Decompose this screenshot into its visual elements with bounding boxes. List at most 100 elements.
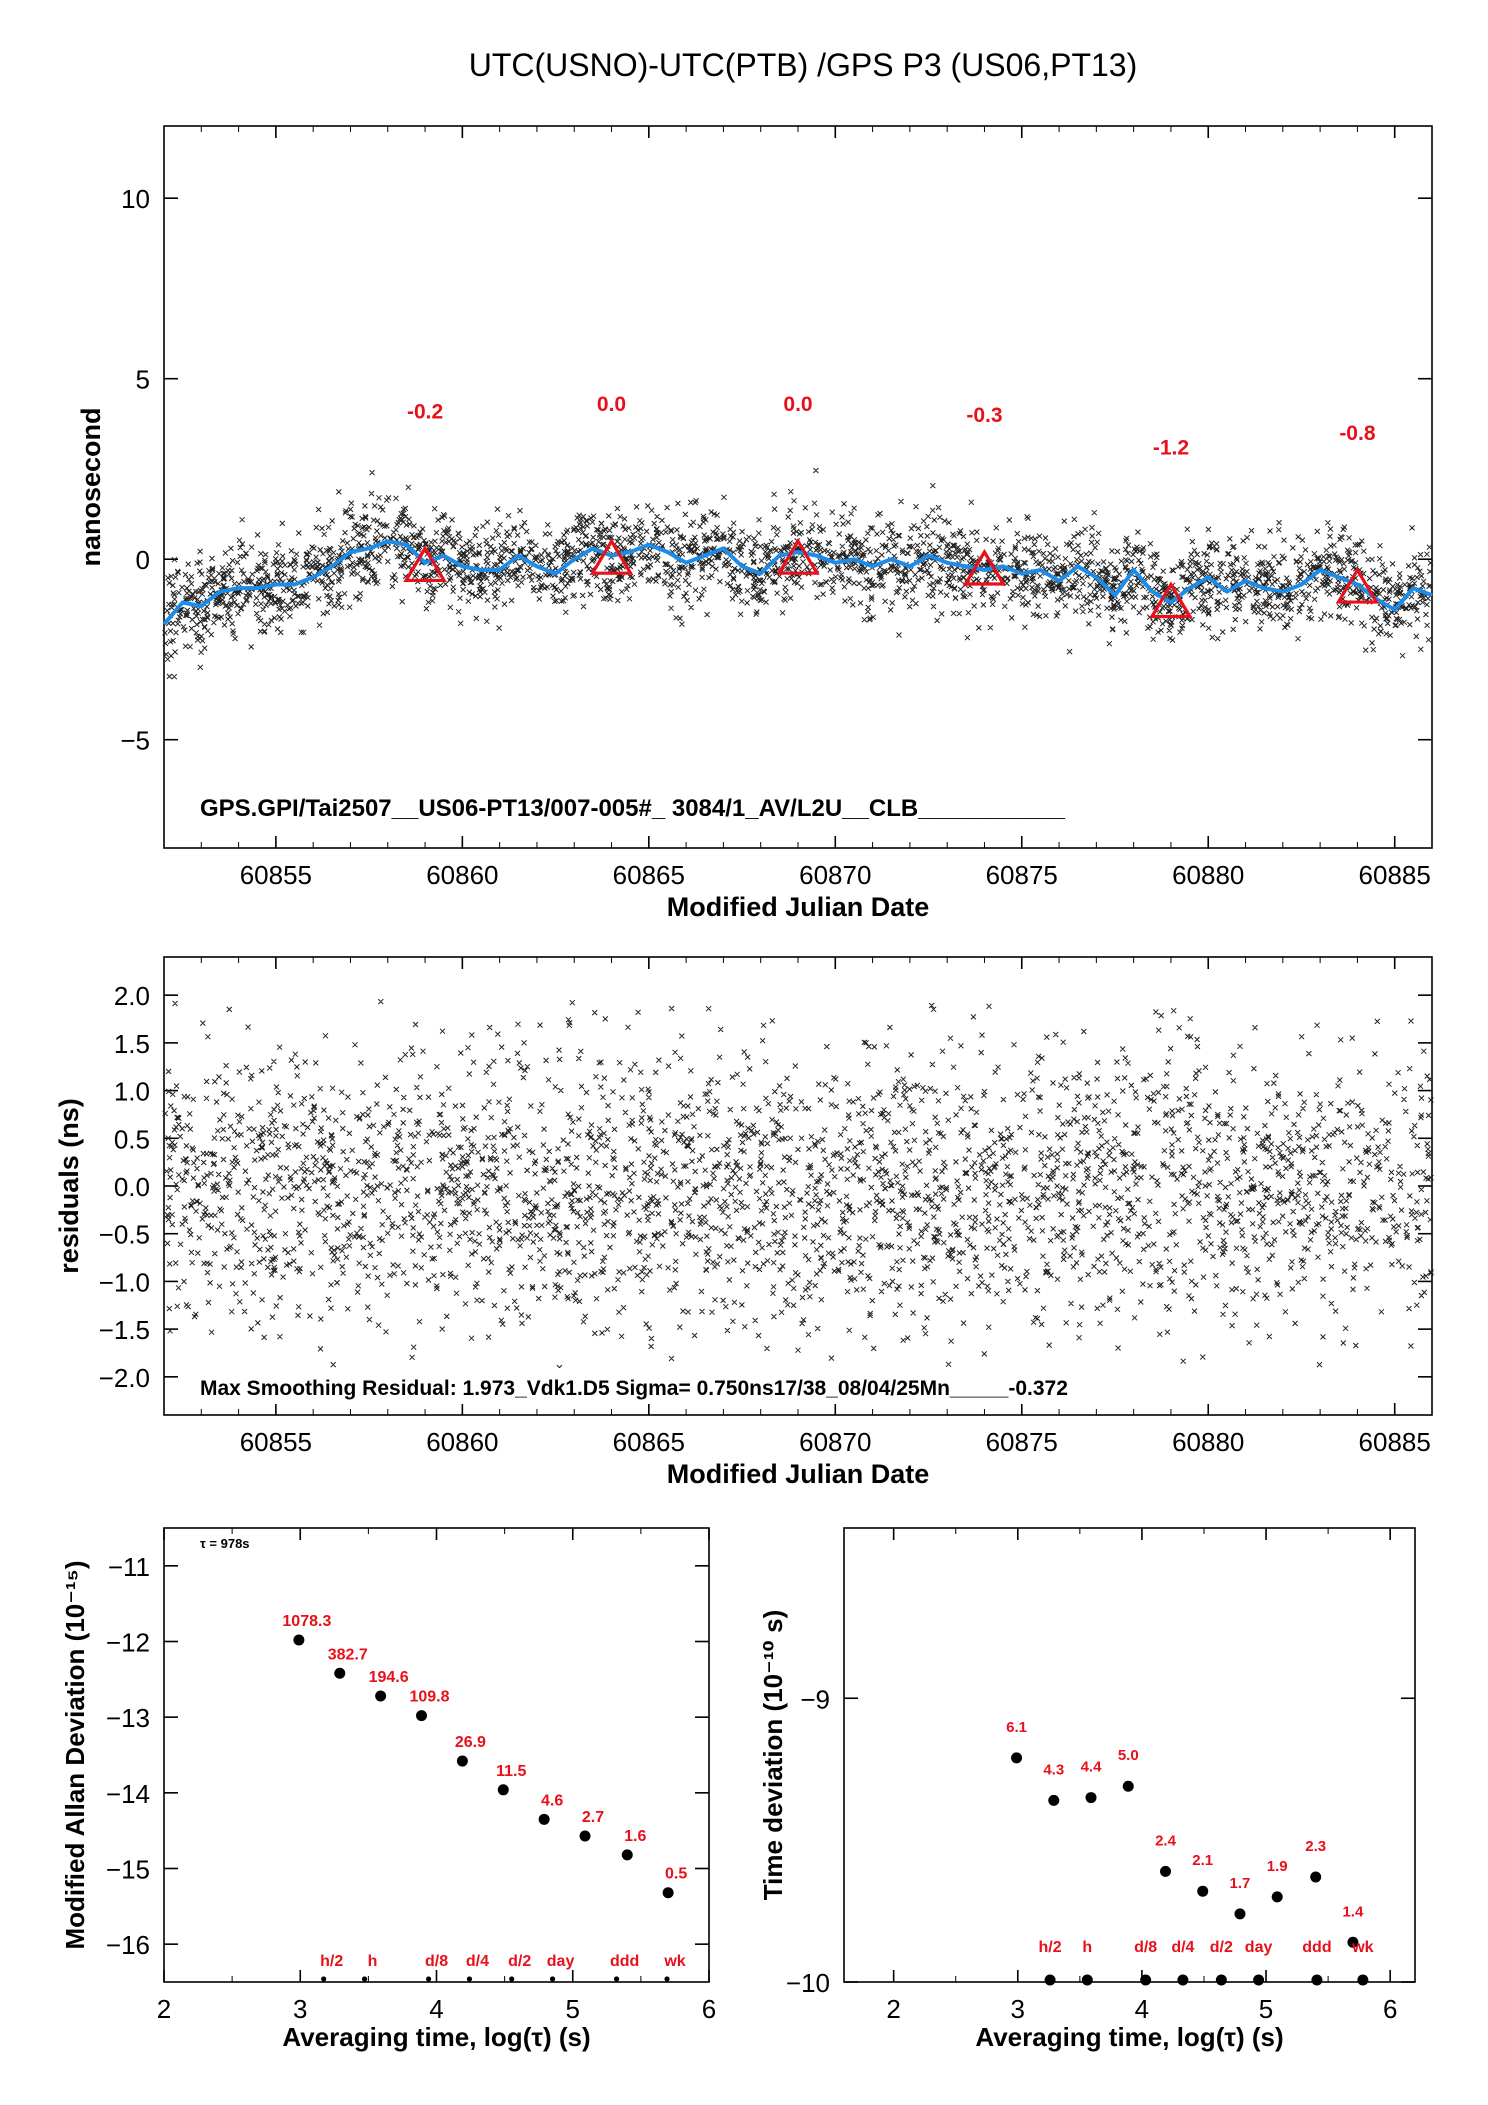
y-tick-label: −10 (786, 1968, 830, 1998)
marker-value-label: 0.0 (783, 393, 812, 416)
x-tick-label: 60875 (986, 1427, 1058, 1457)
y-tick-label: −1.0 (99, 1267, 150, 1297)
y-tick-label: 1.0 (114, 1077, 150, 1107)
marker-value-label: -0.3 (966, 404, 1002, 427)
adev-point (497, 1784, 509, 1796)
reference-mark (1357, 1974, 1369, 1986)
x-tick-label: 60885 (1359, 1427, 1431, 1457)
reference-mark (1081, 1974, 1093, 1986)
reference-mark (361, 1976, 368, 1982)
adev-point (456, 1755, 468, 1767)
adev-value-label: 11.5 (496, 1763, 526, 1780)
tdev-value-label: 4.3 (1043, 1761, 1064, 1778)
modified-allan-deviation-panel: 2 3 4 5 6 −16 −15 −14 −13 −12 −11 Averaging time, l… (60, 1527, 716, 2052)
adev-value-label: 194.6 (369, 1669, 409, 1686)
tdev-point (1271, 1891, 1283, 1903)
reference-label: ddd (610, 1953, 639, 1970)
reference-label: d/4 (466, 1953, 489, 1970)
y-axis-label: residuals (ns) (54, 1098, 84, 1274)
tdev-value-label: 5.0 (1118, 1747, 1139, 1764)
x-tick-label: 2 (157, 1994, 171, 2024)
adev-point (621, 1849, 633, 1861)
residual-points (162, 998, 1434, 1375)
tdev-point (1011, 1752, 1023, 1764)
x-tick-label: 5 (1259, 1994, 1273, 2024)
reference-label: wk (663, 1953, 685, 1970)
x-tick-label: 3 (1011, 1994, 1025, 2024)
triangle-marker (776, 538, 820, 575)
reference-mark (1311, 1974, 1323, 1986)
y-tick-label: 5 (136, 365, 150, 395)
adev-point (538, 1813, 550, 1825)
triangle-marker (1335, 566, 1380, 604)
x-tick-label: 60855 (240, 1427, 312, 1457)
y-tick-label: −5 (120, 726, 150, 756)
reference-mark (1044, 1974, 1056, 1986)
reference-mark (664, 1976, 670, 1982)
marker-value-label: -0.2 (407, 400, 443, 423)
y-tick-label: −11 (108, 1552, 150, 1582)
x-tick-label: 4 (429, 1994, 443, 2024)
reference-mark (1253, 1974, 1265, 1986)
y-tick-label: 2.0 (114, 981, 150, 1011)
y-tick-label: 0 (136, 545, 150, 575)
plot-frame (163, 125, 1433, 849)
tdev-value-label: 2.4 (1155, 1832, 1177, 1849)
y-axis-label: Time deviation (10⁻¹⁰ s) (758, 1610, 788, 1900)
y-tick-label: 1.5 (114, 1029, 150, 1059)
reference-label: d/4 (1171, 1939, 1194, 1956)
reference-label: day (547, 1953, 575, 1970)
reference-label: d/8 (1134, 1939, 1157, 1956)
y-tick-label: −15 (106, 1855, 150, 1885)
reference-label: h/2 (1038, 1939, 1061, 1956)
x-tick-label: 60865 (613, 1427, 685, 1457)
y-tick-label: −9 (800, 1684, 830, 1714)
x-tick-label: 60880 (1172, 860, 1244, 890)
x-tick-label: 5 (566, 1994, 580, 2024)
plot-frame (163, 1527, 710, 1983)
reference-mark (321, 1976, 327, 1982)
reference-mark (549, 1976, 556, 1982)
x-axis-label: Averaging time, log(τ) (s) (282, 2022, 590, 2052)
reference-label: h (1082, 1939, 1092, 1956)
y-axis-label: Modified Allan Deviation (10⁻¹⁵) (60, 1561, 90, 1950)
residuals-panel: 60855 60860 60865 60870 60875 60880 60885 −2.0 −… (54, 956, 1434, 1489)
tdev-point (1159, 1865, 1171, 1877)
x-tick-label: 60870 (799, 1427, 871, 1457)
marker-value-label: -1.2 (1153, 437, 1189, 460)
y-tick-label: −14 (106, 1779, 150, 1809)
plot-frame (163, 956, 1433, 1416)
marker-value-label: 0.0 (597, 393, 626, 416)
reference-label: d/2 (508, 1953, 531, 1970)
adev-point (662, 1887, 674, 1899)
y-tick-label: 0.5 (114, 1124, 150, 1154)
y-tick-label: −16 (106, 1930, 150, 1960)
smoothed-curve (162, 539, 1433, 626)
reference-mark (1177, 1974, 1189, 1986)
tdev-value-label: 1.7 (1230, 1875, 1251, 1892)
x-tick-label: 4 (1135, 1994, 1149, 2024)
adev-value-label: 0.5 (665, 1866, 687, 1883)
x-tick-label: 6 (702, 1994, 716, 2024)
reference-label: d/2 (1210, 1939, 1233, 1956)
y-tick-label: −1.5 (99, 1315, 150, 1345)
reference-mark (1140, 1974, 1152, 1986)
adev-value-label: 26.9 (455, 1734, 486, 1751)
x-tick-label: 60870 (799, 860, 871, 890)
x-tick-label: 60860 (426, 860, 498, 890)
reference-mark (509, 1976, 515, 1982)
reference-mark (1215, 1974, 1227, 1986)
x-tick-label: 2 (886, 1994, 900, 2024)
tdev-point (1234, 1908, 1246, 1920)
triangle-marker (1149, 581, 1193, 619)
reference-label: day (1245, 1939, 1273, 1956)
y-tick-label: 10 (121, 184, 150, 214)
reference-mark (466, 1976, 473, 1982)
x-axis-label: Modified Julian Date (667, 892, 930, 922)
x-axis-label: Averaging time, log(τ) (s) (975, 2022, 1283, 2052)
triangle-marker (403, 545, 447, 583)
adev-point (579, 1830, 591, 1842)
footer-background (196, 1368, 1246, 1404)
x-tick-label: 3 (293, 1994, 307, 2024)
tdev-point (1122, 1780, 1134, 1792)
